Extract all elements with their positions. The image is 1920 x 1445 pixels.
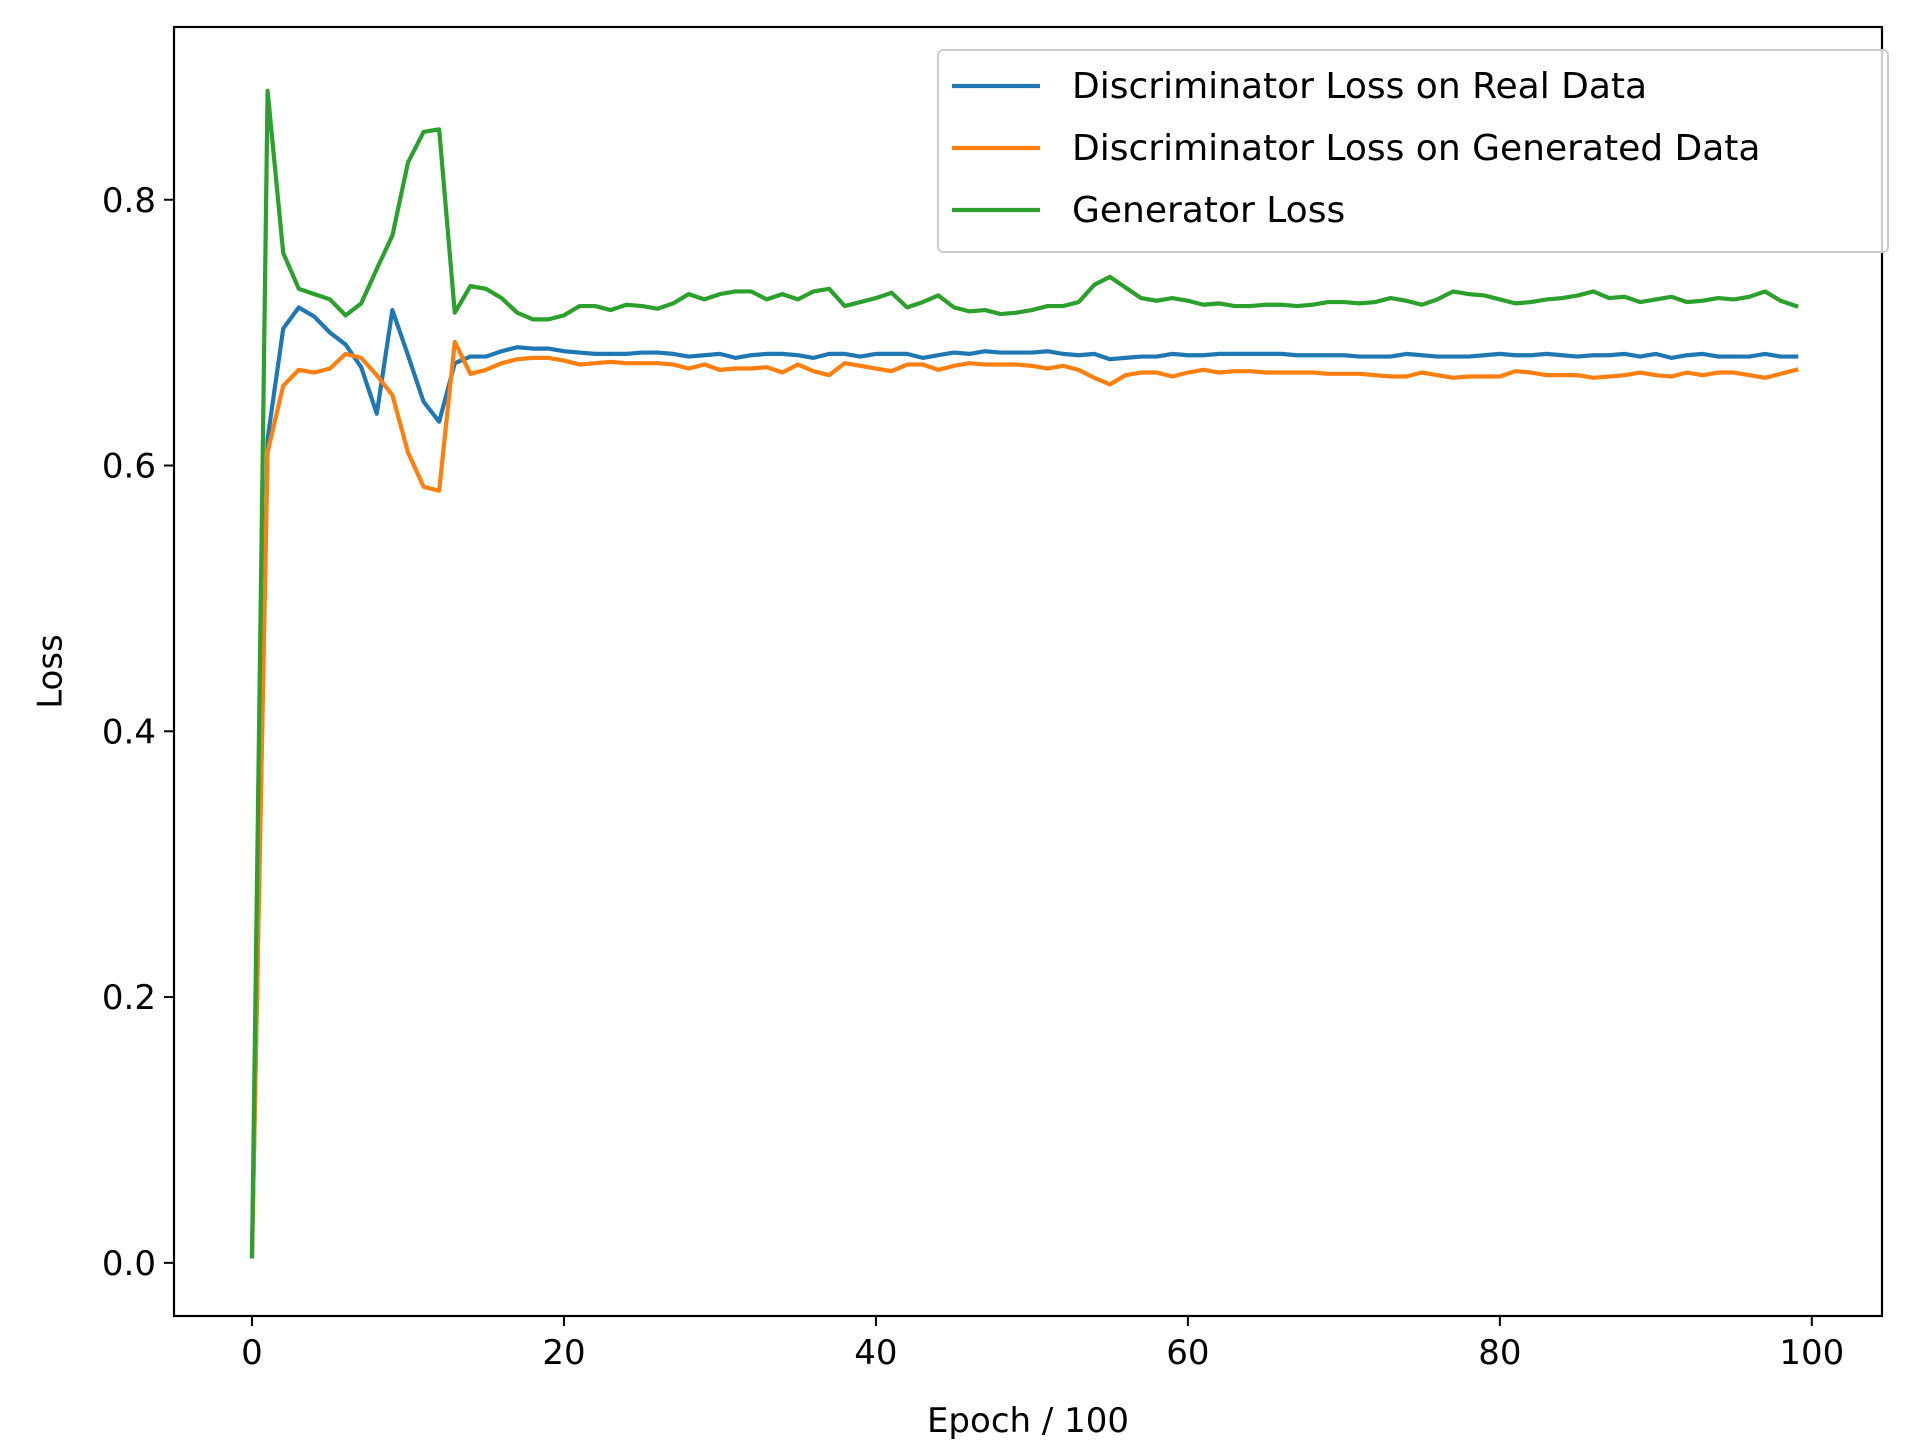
- series-line-3: [249, 88, 1799, 1259]
- x-tick-label: 60: [1166, 1333, 1209, 1373]
- y-tick-label: 0.6: [102, 447, 156, 487]
- legend: Discriminator Loss on Real Data Discrimin…: [937, 49, 1889, 253]
- series-line-2: [249, 339, 1799, 1259]
- y-tick-label: 0.2: [102, 978, 156, 1018]
- series-line-1: [249, 305, 1799, 1259]
- x-tick-label: 20: [542, 1333, 585, 1373]
- x-tick-label: 100: [1779, 1333, 1844, 1373]
- y-tick-label: 0.4: [102, 712, 156, 752]
- legend-label-3: Generator Loss: [1072, 190, 1345, 231]
- legend-box: [937, 49, 1889, 253]
- x-tick-label: 40: [854, 1333, 897, 1373]
- legend-label-2: Discriminator Loss on Generated Data: [1072, 128, 1760, 169]
- x-tick-label: 80: [1478, 1333, 1521, 1373]
- x-tick-label: 0: [241, 1333, 263, 1373]
- y-tick-label: 0.0: [102, 1244, 156, 1284]
- plot-area-frame: [172, 25, 1884, 1318]
- y-tick-label: 0.8: [102, 181, 156, 221]
- legend-label-1: Discriminator Loss on Real Data: [1072, 66, 1647, 107]
- y-axis-label: Loss: [31, 634, 71, 709]
- x-axis-label: Epoch / 100: [927, 1401, 1129, 1440]
